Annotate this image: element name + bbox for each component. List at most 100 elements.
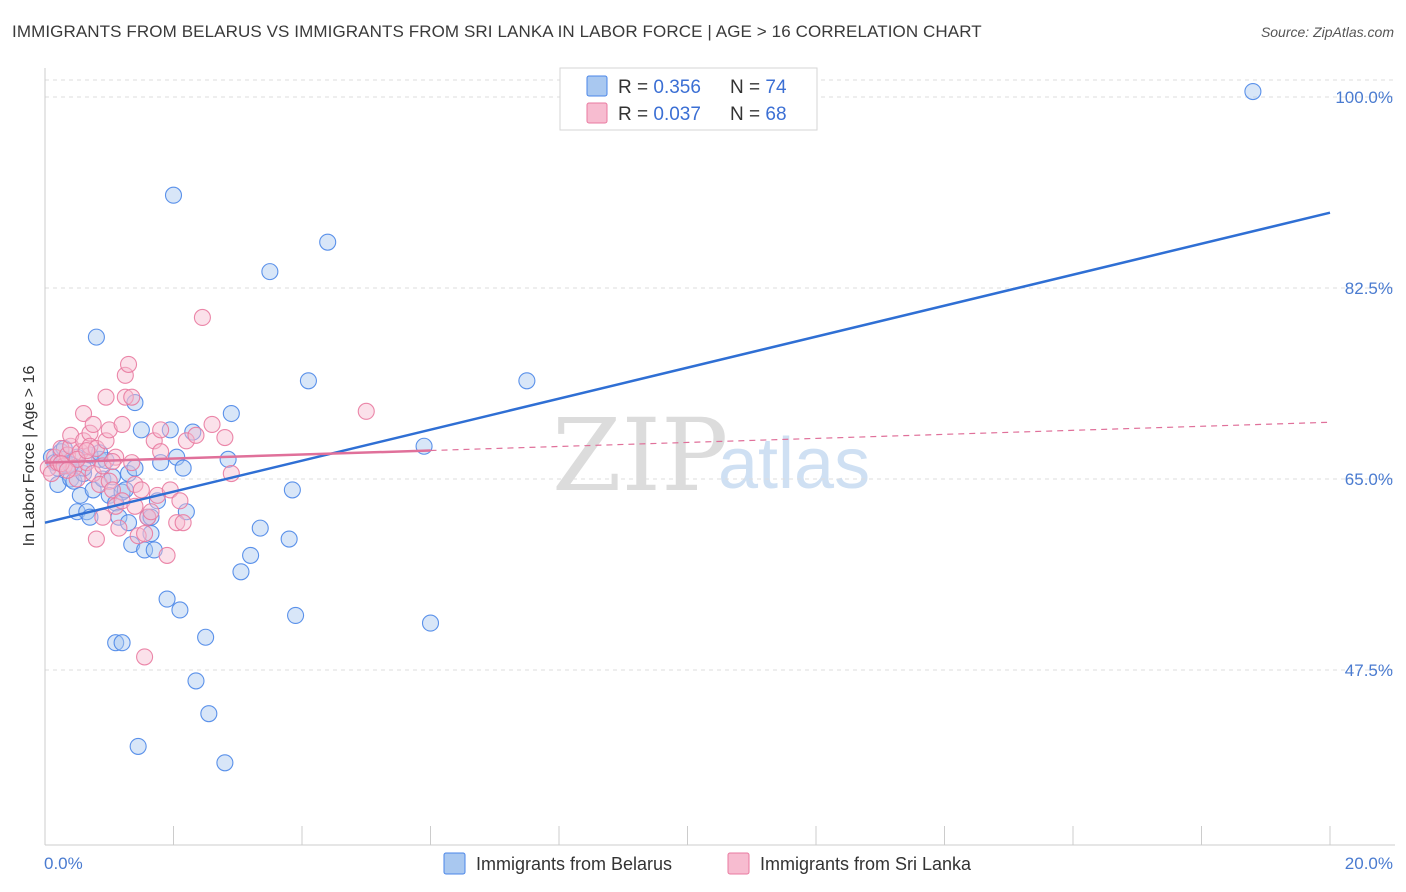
data-point-srilanka (171, 492, 189, 510)
data-point-srilanka (136, 648, 154, 666)
grid-lines (45, 79, 1395, 671)
data-point-belarus (113, 634, 131, 652)
trend-line-srilanka-solid (44, 449, 431, 464)
data-point-belarus (171, 601, 189, 619)
data-point-belarus (132, 421, 150, 439)
data-point-belarus (123, 535, 141, 554)
chart-title: IMMIGRANTS FROM BELARUS VS IMMIGRANTS FR… (12, 22, 982, 41)
data-point-srilanka (142, 503, 160, 521)
legend-n-label-belarus: N = (730, 77, 765, 98)
data-point-srilanka (84, 415, 102, 433)
data-point-srilanka (78, 442, 96, 460)
data-point-belarus (421, 614, 440, 632)
data-point-srilanka (75, 404, 93, 423)
data-point-belarus (158, 590, 176, 608)
legend-r-label-belarus: R = (618, 77, 653, 98)
data-point-srilanka (357, 402, 375, 420)
data-point-belarus (261, 263, 279, 281)
y-tick-label: 47.5% (1345, 661, 1393, 680)
data-point-srilanka (123, 388, 141, 406)
data-point-belarus (200, 705, 218, 723)
data-point-belarus (232, 563, 250, 581)
data-point-belarus (145, 541, 163, 559)
data-point-belarus (242, 546, 260, 564)
data-point-srilanka (91, 475, 109, 494)
data-point-belarus (177, 503, 195, 521)
bottom-legend-swatch-belarus (443, 852, 466, 875)
legend-swatch-belarus (586, 75, 608, 97)
data-point-srilanka (145, 432, 163, 450)
legend-r-value-belarus: 0.356 (653, 77, 701, 98)
data-point-srilanka (152, 421, 170, 439)
legend-swatch-srilanka (586, 102, 608, 124)
data-point-srilanka (158, 546, 176, 564)
data-point-belarus (1244, 82, 1262, 101)
data-point-srilanka (100, 421, 118, 439)
legend-r-label-srilanka: R = (618, 104, 653, 125)
data-point-srilanka (116, 388, 134, 406)
data-point-belarus (299, 372, 317, 390)
series-srilanka-points (39, 308, 375, 666)
data-point-srilanka (139, 508, 157, 526)
data-point-belarus (107, 634, 125, 652)
data-point-srilanka (119, 355, 138, 373)
data-point-srilanka (129, 527, 147, 545)
y-axis-title: In Labor Force | Age > 16 (21, 366, 38, 547)
y-tick-label: 65.0% (1345, 470, 1393, 489)
x-tick-label-min: 0.0% (44, 854, 83, 873)
data-point-srilanka (177, 432, 195, 450)
data-point-srilanka (193, 308, 211, 327)
data-point-srilanka (152, 443, 170, 461)
source-credit: Source: ZipAtlas.com (1260, 24, 1394, 40)
y-tick-label: 82.5% (1345, 279, 1393, 298)
data-point-srilanka (94, 508, 112, 526)
data-point-srilanka (174, 514, 192, 532)
data-point-srilanka (216, 428, 234, 447)
data-point-belarus (216, 754, 234, 772)
data-point-srilanka (62, 426, 80, 444)
data-point-belarus (280, 530, 298, 548)
legend-r-value-srilanka: 0.037 (653, 104, 701, 125)
legend-row-belarus: R = 0.356 N = 74 (618, 77, 787, 98)
series-legend: Immigrants from Belarus Immigrants from … (443, 852, 972, 875)
data-point-srilanka (110, 519, 128, 537)
data-point-belarus (126, 394, 144, 412)
data-point-belarus (187, 672, 205, 690)
data-point-belarus (161, 421, 179, 439)
data-point-srilanka (136, 525, 154, 543)
data-point-srilanka (203, 415, 221, 433)
bottom-legend-swatch-srilanka (727, 852, 750, 875)
y-axis-tick-labels: 47.5% 65.0% 82.5% 100.0% (1335, 88, 1393, 680)
data-point-srilanka (187, 426, 205, 444)
data-point-belarus (174, 459, 192, 477)
data-point-belarus (222, 404, 240, 423)
data-point-srilanka (68, 450, 86, 468)
data-point-srilanka (97, 432, 115, 450)
watermark-zip: ZIP (552, 397, 728, 514)
legend-n-value-srilanka: 68 (765, 104, 786, 125)
legend-row-srilanka: R = 0.037 N = 68 (618, 104, 787, 125)
data-point-belarus (319, 233, 337, 251)
data-point-srilanka (68, 470, 86, 488)
data-point-srilanka (87, 530, 105, 548)
data-point-belarus (518, 372, 536, 390)
data-point-belarus (87, 328, 105, 346)
trend-line-srilanka-dashed (430, 421, 1331, 452)
data-point-srilanka (168, 514, 186, 532)
data-point-belarus (119, 514, 138, 532)
watermark: ZIP atlas (552, 397, 870, 514)
data-point-srilanka (58, 461, 77, 479)
data-point-belarus (197, 628, 215, 646)
data-point-belarus (283, 481, 301, 499)
data-point-srilanka (116, 366, 134, 384)
data-point-srilanka (52, 455, 70, 473)
data-point-srilanka (113, 415, 131, 433)
stats-legend: R = 0.356 N = 74 R = 0.037 N = 68 (559, 67, 818, 131)
data-point-srilanka (123, 454, 141, 472)
data-point-srilanka (65, 459, 83, 477)
watermark-atlas: atlas (718, 424, 870, 504)
data-point-belarus (164, 186, 183, 204)
data-point-srilanka (100, 472, 118, 490)
data-point-belarus (251, 519, 269, 537)
y-tick-label: 100.0% (1335, 88, 1393, 107)
